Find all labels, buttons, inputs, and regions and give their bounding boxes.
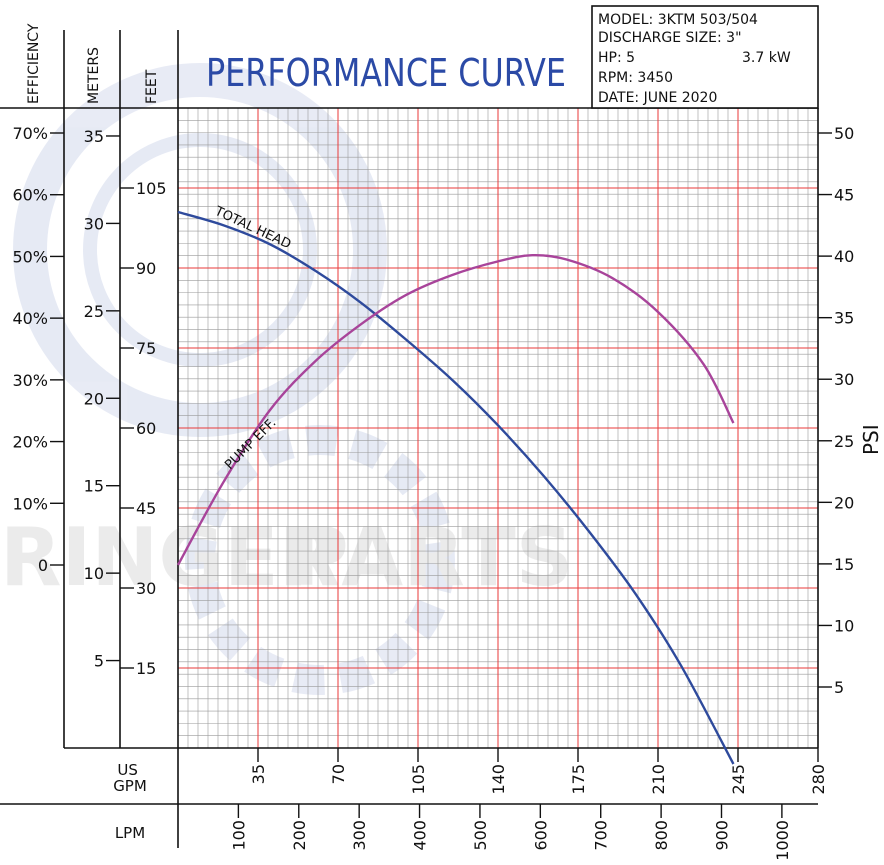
info-box <box>591 5 819 109</box>
watermark-text-right: PARTS <box>290 511 573 604</box>
lpm-tick-label: 800 <box>652 820 671 851</box>
feet-tick-label: 30 <box>136 579 156 598</box>
efficiency-tick-label: 10% <box>12 494 48 513</box>
lpm-tick-label: 1000 <box>773 820 792 861</box>
gpm-tick-label: 280 <box>809 764 828 795</box>
feet-tick-label: 105 <box>136 179 167 198</box>
gpm-tick-label: 140 <box>489 764 508 795</box>
chart-title: PERFORMANCE CURVE <box>206 51 566 95</box>
info-rpm: RPM: 3450 <box>598 70 673 86</box>
feet-tick-label: 60 <box>136 419 156 438</box>
info-kw: 3.7 kW <box>742 50 791 66</box>
efficiency-tick-label: 70% <box>12 124 48 143</box>
total-head-curve <box>177 210 735 765</box>
grid-major <box>178 108 818 748</box>
psi-axis-label: PSI <box>859 424 883 455</box>
psi-tick-label: 30 <box>834 370 854 389</box>
lpm-tick-label: 700 <box>592 820 611 851</box>
efficiency-tick-label: 60% <box>12 186 48 205</box>
meters-tick-label: 25 <box>84 302 104 321</box>
efficiency-tick-label: 40% <box>12 309 48 328</box>
curves <box>176 210 735 765</box>
meters-tick-label: 5 <box>94 652 104 671</box>
feet-tick-label: 75 <box>136 339 156 358</box>
psi-tick-label: 20 <box>834 493 854 512</box>
watermark: RINGER PARTS <box>0 63 573 695</box>
efficiency-tick-label: 0 <box>38 556 48 575</box>
gpm-axis-label: US GPM <box>113 761 147 795</box>
watermark-seal <box>13 63 387 437</box>
lpm-tick-label: 900 <box>712 820 731 851</box>
feet-tick-label: 90 <box>136 259 156 278</box>
meters-tick-label: 30 <box>84 214 104 233</box>
ticks: 70%60%50%40%30%20%10%0353025201510510590… <box>12 124 854 861</box>
meters-tick-label: 15 <box>84 477 104 496</box>
efficiency-tick-label: 50% <box>12 247 48 266</box>
lpm-tick-label: 500 <box>471 820 490 851</box>
watermark-seal-inner <box>83 133 317 367</box>
gpm-tick-label: 105 <box>409 764 428 795</box>
watermark-gear <box>185 425 455 695</box>
feet-tick-label: 45 <box>136 499 156 518</box>
gpm-tick-label: 210 <box>649 764 668 795</box>
meters-tick-label: 20 <box>84 389 104 408</box>
lpm-tick-label: 300 <box>350 820 369 851</box>
psi-tick-label: 15 <box>834 555 854 574</box>
info-discharge: DISCHARGE SIZE: 3" <box>598 30 742 46</box>
info-model: MODEL: 3KTM 503/504 <box>598 12 758 28</box>
meters-axis-label: METERS <box>86 47 102 104</box>
pump-eff-curve <box>176 253 735 566</box>
psi-tick-label: 45 <box>834 186 854 205</box>
gpm-axis-label-line2: GPM <box>113 777 147 795</box>
psi-tick-label: 5 <box>834 678 844 697</box>
lpm-axis-label: LPM <box>115 824 145 842</box>
psi-tick-label: 10 <box>834 616 854 635</box>
lpm-tick-label: 100 <box>229 820 248 851</box>
gpm-tick-label: 245 <box>729 764 748 795</box>
efficiency-tick-label: 20% <box>12 433 48 452</box>
gpm-tick-label: 35 <box>249 764 268 784</box>
feet-tick-label: 15 <box>136 659 156 678</box>
info-hp: HP: 5 <box>598 50 635 66</box>
efficiency-tick-label: 30% <box>12 371 48 390</box>
gpm-axis-label-line1: US <box>117 761 138 779</box>
lpm-tick-label: 200 <box>290 820 309 851</box>
lpm-tick-label: 400 <box>411 820 430 851</box>
frame <box>0 30 819 848</box>
meters-tick-label: 35 <box>84 127 104 146</box>
psi-tick-label: 40 <box>834 247 854 266</box>
feet-axis-label: FEET <box>144 69 160 104</box>
gpm-tick-label: 70 <box>329 764 348 784</box>
lpm-tick-label: 600 <box>531 820 550 851</box>
psi-tick-label: 50 <box>834 124 854 143</box>
psi-tick-label: 35 <box>834 309 854 328</box>
total-head-label: TOTAL HEAD <box>211 204 293 253</box>
meters-tick-label: 10 <box>84 564 104 583</box>
info-date: DATE: JUNE 2020 <box>598 90 717 106</box>
psi-tick-label: 25 <box>834 432 854 451</box>
gpm-tick-label: 175 <box>569 764 588 795</box>
efficiency-axis-label: EFFICIENCY <box>26 23 42 104</box>
